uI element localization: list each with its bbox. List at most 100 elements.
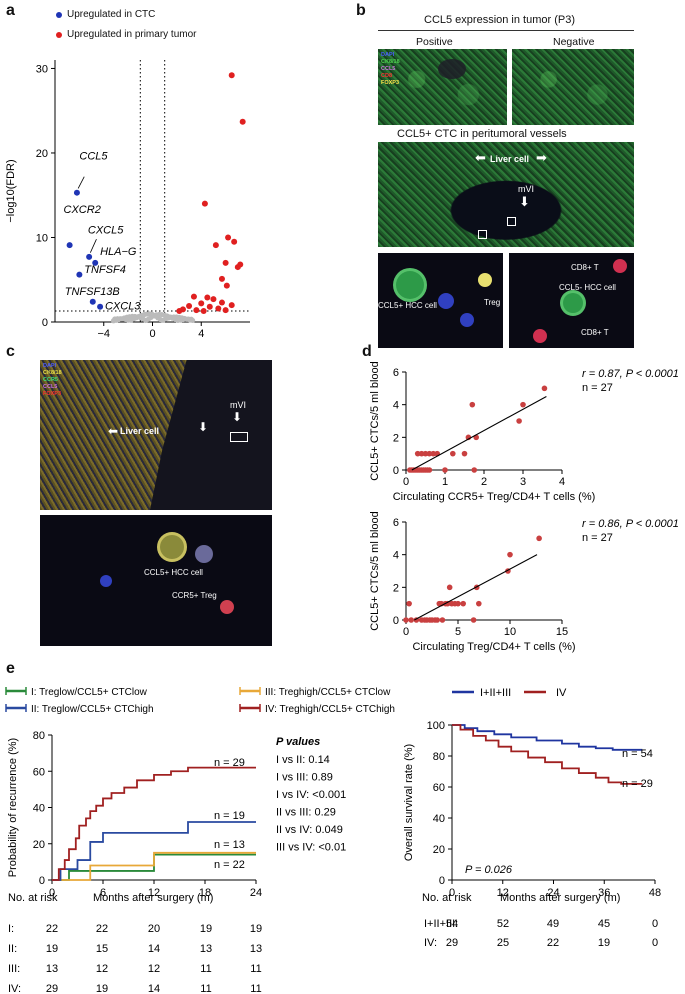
- ccl5-hcc-label-c: CCL5+ HCC cell: [144, 568, 203, 577]
- data-point: [408, 617, 414, 623]
- x-tick-label: 0: [449, 887, 455, 899]
- no-at-risk-right: No. at risk: [422, 892, 472, 904]
- risk-value: 14: [148, 983, 160, 994]
- risk-value: 52: [497, 918, 509, 930]
- cell: [195, 545, 213, 563]
- data-point: [406, 600, 412, 607]
- gene-label: TNFSF13B: [65, 286, 120, 298]
- y-tick-label: 20: [36, 148, 48, 160]
- tumor-point: [223, 282, 230, 289]
- stat-label: r = 0.86, P < 0.0001: [582, 518, 679, 530]
- liver-cell-label-b: Liver cell: [490, 154, 530, 164]
- ctc-point: [66, 242, 73, 249]
- risk-row-label: IV:: [8, 983, 21, 994]
- risk-value: 49: [547, 918, 559, 930]
- positive-label: Positive: [416, 36, 453, 48]
- y-tick-label: 30: [36, 63, 48, 75]
- zoom-box-1: [478, 230, 487, 239]
- data-point: [420, 467, 427, 473]
- x-axis-title: Months after surgery (m): [500, 892, 620, 904]
- cd8-cell: [613, 259, 627, 273]
- y-axis-title: −log10(FDR): [5, 159, 17, 222]
- risk-value: 11: [200, 963, 211, 975]
- gene-label: CXCL3: [105, 300, 141, 312]
- nucleus: [100, 575, 112, 587]
- data-point: [471, 467, 478, 473]
- x-tick-label: 10: [504, 626, 516, 638]
- tumor-point: [228, 302, 235, 309]
- pvalue-row: II vs III: 0.29: [276, 807, 336, 819]
- risk-row-label: I+II+III:: [424, 918, 458, 930]
- marker-ccl5-c: CCL5: [43, 384, 58, 390]
- ccl5-hcc-label-b: CCL5+ HCC cell: [378, 301, 437, 310]
- data-point: [430, 450, 437, 457]
- x-tick-label: 12: [497, 887, 509, 899]
- tumor-point: [186, 302, 193, 309]
- n-label: n = 29: [214, 757, 245, 769]
- y-tick-label: 60: [433, 782, 445, 794]
- ccl5-ctc-subtitle: CCL5+ CTC in peritumoral vessels: [397, 128, 567, 140]
- x-tick-label: 6: [100, 887, 106, 899]
- n-label: n = 27: [582, 382, 613, 394]
- n-label: n = 54: [622, 748, 653, 760]
- marker-dapi: DAPI: [381, 52, 395, 58]
- ctc-point: [76, 271, 83, 278]
- fit-line: [414, 554, 538, 621]
- panel-label-c: c: [6, 343, 15, 360]
- risk-value: 11: [200, 983, 211, 994]
- tumor-point: [190, 293, 197, 300]
- legend-label: III: Treghigh/CCL5+ CTClow: [265, 687, 391, 698]
- tumor-point: [225, 234, 232, 241]
- marker-dapi-c: DAPI: [43, 363, 57, 369]
- km-plots: I: Treglow/CCL5+ CTClow II: Treglow/CCL5+…: [5, 687, 661, 994]
- ccl5-positive-image: DAPI CK8/18 CCL5 CD8 FOXP3: [378, 49, 507, 125]
- data-point: [439, 617, 446, 623]
- x-tick-label: 5: [455, 626, 461, 638]
- panel-b-title: CCL5 expression in tumor (P3): [424, 14, 576, 26]
- risk-value: 11: [250, 963, 261, 975]
- ctc-point: [97, 303, 104, 310]
- os-curve-0: [452, 724, 643, 751]
- risk-value: 19: [46, 943, 58, 955]
- y-tick-label: 4: [393, 400, 399, 412]
- data-point: [442, 467, 448, 473]
- km-curve-III: [52, 851, 256, 881]
- y-tick-label: 2: [393, 582, 399, 594]
- y-tick-label: 2: [393, 432, 399, 444]
- x-axis-title: Months after surgery (m): [93, 892, 213, 904]
- legend-label-tumor: Upregulated in primary tumor: [67, 29, 197, 40]
- y-axis-title: Overall survival rate (%): [403, 744, 415, 861]
- marker-ccr5-c: CCR5: [43, 377, 58, 383]
- marker-cd8: CD8: [381, 73, 393, 79]
- marker-foxp3: FOXP3: [381, 80, 400, 86]
- risk-value: 19: [96, 983, 108, 994]
- data-point: [470, 617, 477, 623]
- tumor-point: [228, 72, 235, 79]
- risk-value: 11: [250, 983, 261, 994]
- y-tick-label: 0: [439, 875, 445, 887]
- tumor-point: [231, 238, 238, 245]
- y-tick-label: 80: [33, 730, 45, 742]
- y-tick-label: 100: [427, 720, 445, 732]
- x-tick-label: 0: [49, 887, 55, 899]
- leader-line: [77, 176, 85, 189]
- gene-label: HLA−G: [100, 246, 137, 258]
- risk-value: 22: [96, 923, 108, 935]
- risk-value: 22: [547, 937, 559, 949]
- tumor-point: [215, 305, 222, 312]
- hcc-cell: [160, 535, 184, 559]
- data-point: [450, 450, 456, 457]
- tumor-point: [198, 300, 205, 307]
- x-tick-label: 4: [198, 328, 204, 340]
- tumor-point: [212, 242, 219, 249]
- y-tick-label: 6: [393, 367, 399, 379]
- x-tick-label: 1: [442, 476, 448, 488]
- n-label: n = 13: [214, 839, 245, 851]
- risk-value: 19: [598, 937, 610, 949]
- pvalue-row: III vs IV: <0.01: [276, 842, 346, 854]
- risk-value: 19: [250, 923, 262, 935]
- data-point: [541, 385, 548, 392]
- treg-cell: [220, 600, 234, 614]
- y-tick-label: 40: [33, 803, 45, 815]
